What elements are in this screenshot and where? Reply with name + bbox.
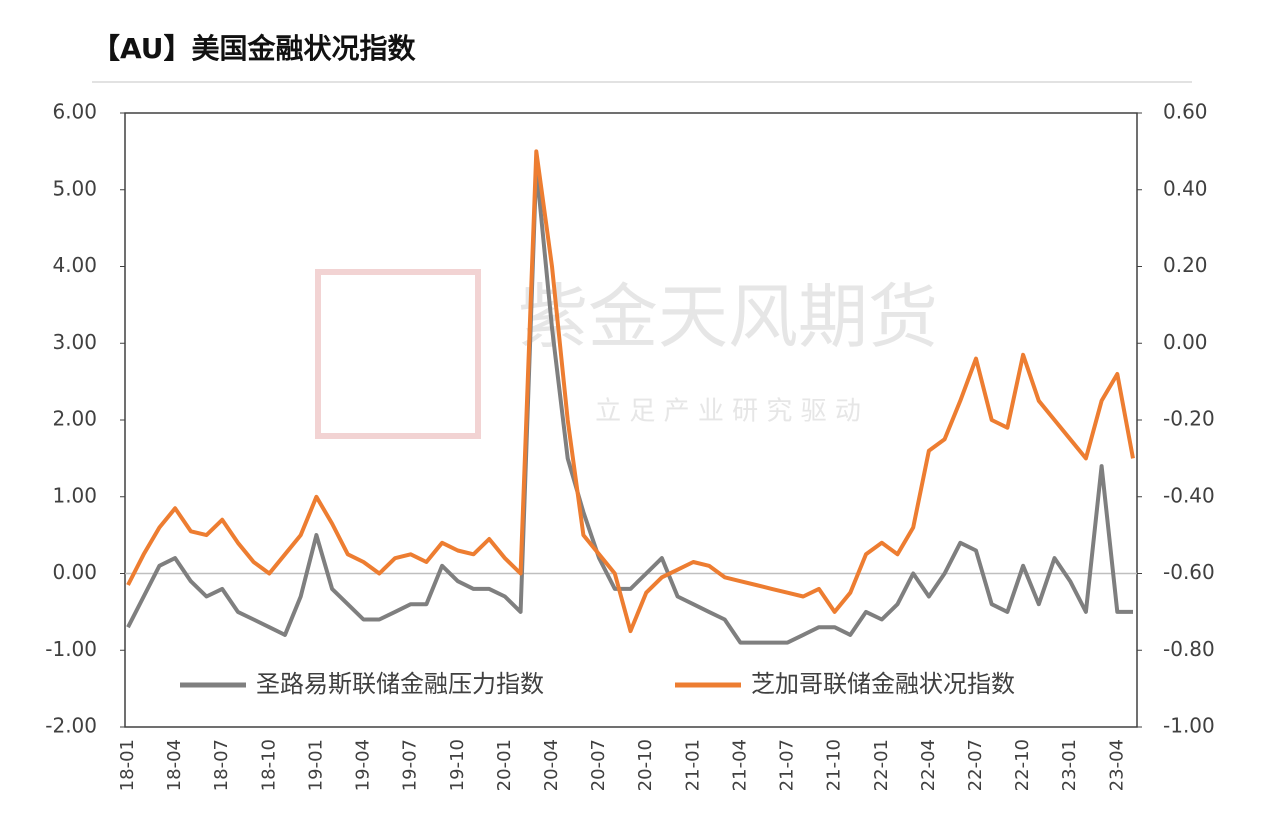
y2-tick-label: -0.40	[1163, 483, 1215, 507]
watermark: 紫金天风期货	[518, 276, 938, 358]
x-tick-label: 20-04	[541, 739, 562, 791]
y2-tick-label: -0.60	[1163, 560, 1215, 584]
x-tick-label: 21-04	[729, 739, 750, 791]
x-tick-label: 22-04	[918, 739, 939, 791]
y-tick-label: 6.00	[52, 100, 97, 124]
x-tick-label: 21-01	[682, 739, 703, 791]
x-tick-label: 19-04	[353, 739, 374, 791]
y-tick-label: -2.00	[45, 714, 97, 738]
y-tick-label: 0.00	[52, 560, 97, 584]
x-tick-label: 19-10	[447, 739, 468, 791]
x-tick-label: 20-07	[588, 739, 609, 791]
y2-tick-label: -0.80	[1163, 637, 1215, 661]
x-tick-label: 22-07	[965, 739, 986, 791]
x-tick-label: 20-01	[494, 739, 515, 791]
x-tick-label: 18-07	[211, 739, 232, 791]
series-line	[126, 149, 1135, 634]
y-tick-label: 1.00	[52, 483, 97, 507]
x-tick-label: 23-04	[1106, 739, 1127, 791]
y2-tick-label: 0.60	[1163, 100, 1208, 124]
watermark-seal	[315, 269, 481, 439]
y2-tick-label: 0.40	[1163, 176, 1208, 200]
y-tick-label: 3.00	[52, 330, 97, 354]
x-tick-label: 18-04	[164, 739, 185, 791]
y2-tick-label: 0.20	[1163, 253, 1208, 277]
legend-label: 芝加哥联储金融状况指数	[751, 670, 1015, 698]
y-tick-label: -1.00	[45, 637, 97, 661]
x-tick-label: 19-01	[305, 739, 326, 791]
y2-tick-label: -1.00	[1163, 714, 1215, 738]
x-tick-label: 19-07	[400, 739, 421, 791]
x-tick-label: 22-10	[1012, 739, 1033, 791]
series-line	[126, 164, 1133, 645]
legend-label: 圣路易斯联储金融压力指数	[256, 670, 544, 698]
y-tick-label: 2.00	[52, 407, 97, 431]
x-tick-label: 23-01	[1059, 739, 1080, 791]
y-tick-label: 4.00	[52, 253, 97, 277]
chart-title: 【AU】美国金融状况指数	[92, 32, 417, 65]
x-tick-label: 20-10	[635, 739, 656, 791]
y2-tick-label: -0.20	[1163, 407, 1215, 431]
x-tick-label: 22-01	[871, 739, 892, 791]
x-tick-label: 18-10	[258, 739, 279, 791]
y-tick-label: 5.00	[52, 176, 97, 200]
watermark-slogan: 立 足 产 业 研 究 驱 动	[595, 397, 861, 427]
x-tick-label: 18-01	[117, 739, 138, 791]
x-tick-label: 21-07	[777, 739, 798, 791]
y2-tick-label: 0.00	[1163, 330, 1208, 354]
x-tick-label: 21-10	[824, 739, 845, 791]
